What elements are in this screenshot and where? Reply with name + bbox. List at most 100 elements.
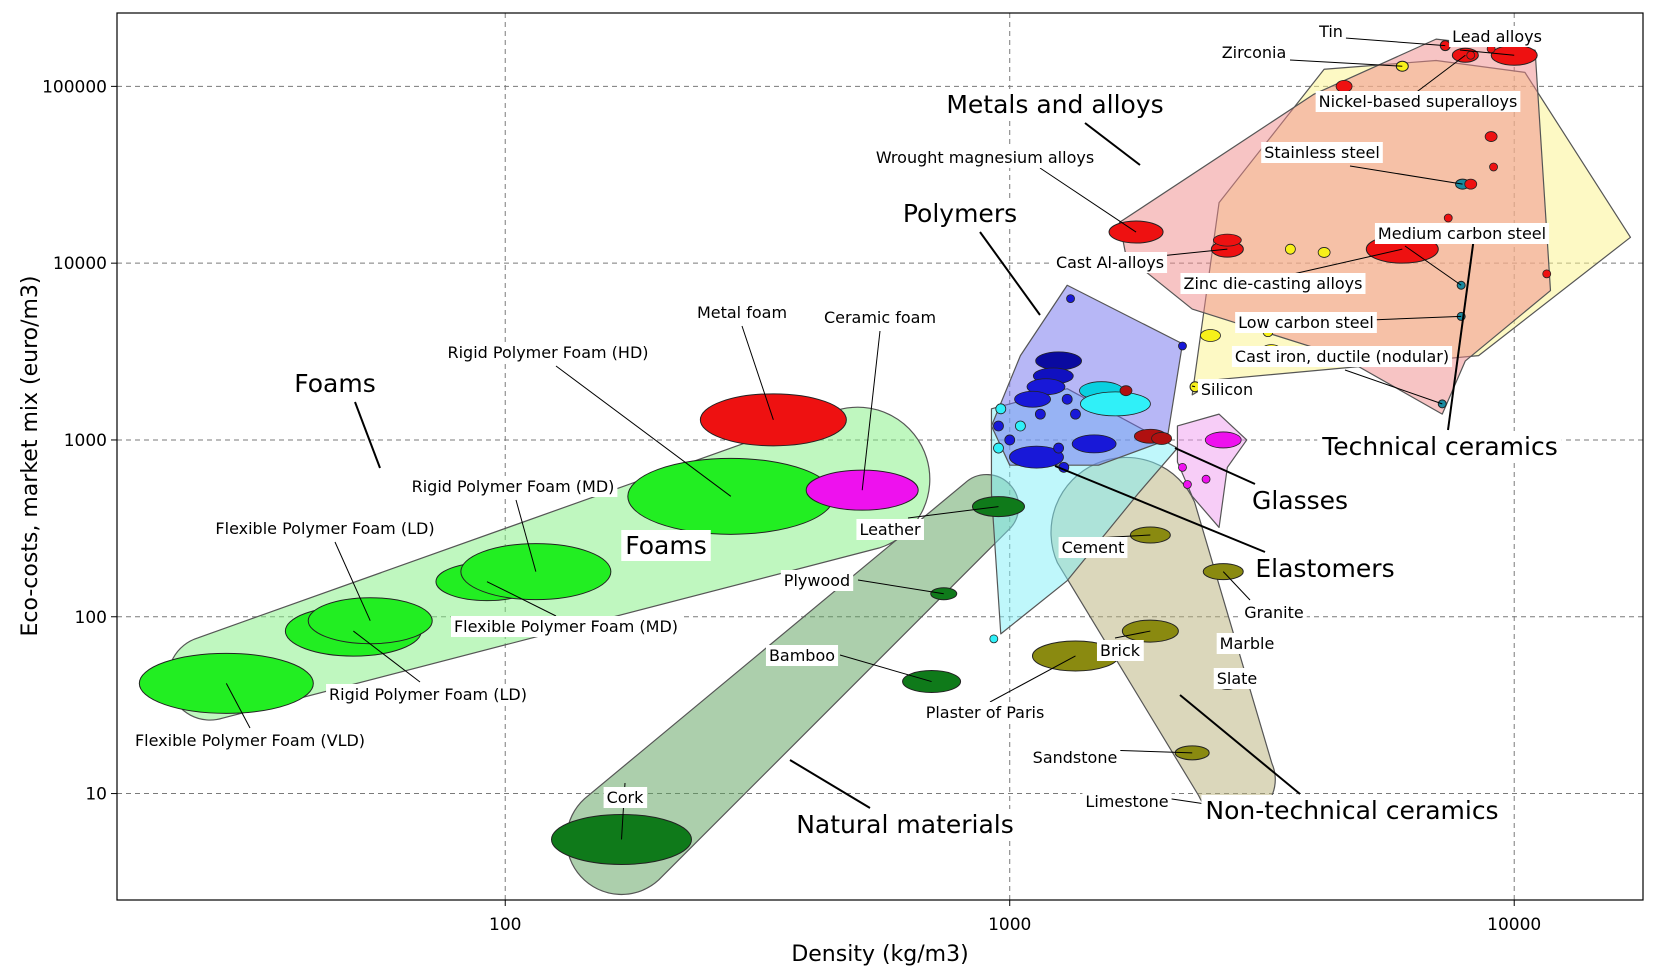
label-leaders — [225, 37, 1515, 840]
minor-material-dot — [1489, 162, 1498, 172]
y-tick-label: 10000 — [53, 254, 107, 274]
minor-material-dots — [989, 44, 1552, 644]
label-background — [1261, 142, 1383, 163]
label-leader-line — [741, 325, 774, 420]
label-background — [450, 616, 682, 637]
minor-material-dot — [1061, 393, 1073, 405]
minor-material-dot — [1542, 269, 1552, 279]
label-background — [290, 368, 380, 399]
y-tick-label: 100 — [75, 608, 107, 628]
family-label-glasses: Glasses — [1252, 486, 1348, 515]
minor-material-dot — [989, 634, 999, 644]
label-background — [1216, 633, 1278, 654]
minor-material-dot — [995, 403, 1007, 415]
label-leader-line — [334, 541, 371, 621]
y-tick-label: 10 — [85, 785, 107, 805]
material-label-nickel-based-superalloys: Nickel-based superalloys — [1319, 92, 1518, 111]
minor-material-dot — [1014, 390, 1051, 408]
minor-material-dot — [1178, 462, 1187, 472]
label-leader-line — [1404, 245, 1462, 286]
minor-material-dot — [993, 442, 1004, 454]
minor-material-dot — [1317, 247, 1331, 258]
label-leader-line — [1191, 385, 1196, 388]
label-background — [820, 307, 940, 328]
minor-material-dot — [1466, 50, 1476, 60]
label-leader-line — [225, 683, 251, 729]
material-label-metal-foam: Metal foam — [697, 303, 787, 322]
minor-material-dot — [1151, 432, 1172, 445]
minor-material-dot — [1004, 434, 1016, 446]
family-label-foams: Foams — [625, 531, 706, 560]
label-leader-line — [1222, 571, 1251, 601]
material-label-plywood: Plywood — [784, 571, 850, 590]
label-background — [1218, 42, 1290, 63]
label-background — [621, 530, 711, 561]
material-label-leather: Leather — [859, 520, 921, 539]
material-label-flexible-polymer-foam-vld: Flexible Polymer Foam (VLD) — [135, 731, 365, 750]
material-label-cast-al-alloys: Cast Al-alloys — [1056, 253, 1164, 272]
label-leader-line — [1179, 694, 1301, 795]
material-label-zirconia: Zirconia — [1222, 43, 1287, 62]
minor-material-dot — [1035, 351, 1083, 371]
minor-material-dot — [1071, 434, 1117, 454]
label-leader-line — [1279, 248, 1403, 278]
minor-material-dot — [1178, 341, 1187, 351]
label-leader-line — [555, 365, 732, 497]
label-background — [1374, 223, 1550, 244]
label-leader-line — [1039, 167, 1137, 233]
family-label-foams: Foams — [294, 369, 375, 398]
minor-material-dot — [1212, 233, 1242, 247]
minor-material-dot — [1119, 385, 1133, 397]
label-background — [603, 787, 648, 808]
material-label-cast-iron-ductile-nodular: Cast iron, ductile (nodular) — [1235, 347, 1449, 366]
material-label-stainless-steel: Stainless steel — [1264, 143, 1380, 162]
label-leader-line — [979, 231, 1041, 316]
label-background — [792, 809, 1018, 840]
minor-material-dot — [993, 420, 1004, 432]
material-label-rigid-polymer-foam-ld: Rigid Polymer Foam (LD) — [329, 685, 527, 704]
minor-material-dot — [1066, 294, 1075, 304]
label-background — [898, 198, 1022, 229]
label-leader-line — [989, 655, 1076, 703]
family-envelope-metals-and-alloys — [1118, 38, 1552, 415]
label-leader-line — [1459, 49, 1515, 56]
label-background — [765, 645, 839, 666]
y-tick-label: 100000 — [42, 77, 107, 97]
label-background — [942, 89, 1168, 120]
x-axis-title: Density (kg/m3) — [791, 942, 968, 967]
label-background — [1235, 312, 1377, 333]
material-label-rigid-polymer-foam-hd: Rigid Polymer Foam (HD) — [447, 343, 648, 362]
bubble-leather — [971, 496, 1025, 518]
label-background — [1052, 252, 1168, 273]
material-label-granite: Granite — [1244, 603, 1303, 622]
label-background — [1315, 21, 1346, 42]
material-label-rigid-polymer-foam-md: Rigid Polymer Foam (MD) — [412, 477, 615, 496]
x-tick-label: 1000 — [988, 915, 1031, 935]
minor-material-dot — [1182, 480, 1192, 489]
label-background — [444, 342, 652, 363]
label-background — [1082, 791, 1172, 812]
label-leader-line — [1344, 369, 1443, 405]
label-background — [872, 147, 1098, 168]
material-label-flexible-polymer-foam-ld: Flexible Polymer Foam (LD) — [215, 519, 434, 538]
material-label-limestone: Limestone — [1085, 792, 1168, 811]
minor-material-dot — [1034, 408, 1046, 420]
material-label-ceramic-foam: Ceramic foam — [824, 308, 936, 327]
material-label-cork: Cork — [607, 788, 645, 807]
label-background — [131, 730, 369, 751]
material-label-marble: Marble — [1220, 634, 1275, 653]
family-label-non-technical-ceramics: Non-technical ceramics — [1205, 796, 1498, 825]
label-background — [1197, 379, 1257, 400]
minor-material-dot — [1464, 178, 1478, 190]
material-label-lead-alloys: Lead alloys — [1452, 27, 1542, 46]
material-label-silicon: Silicon — [1201, 380, 1253, 399]
label-leader-line — [1084, 122, 1141, 166]
family-label-polymers: Polymers — [903, 199, 1017, 228]
label-leader-line — [857, 579, 944, 595]
material-label-tin: Tin — [1318, 22, 1343, 41]
label-leader-line — [353, 630, 421, 683]
material-label-cement: Cement — [1062, 538, 1125, 557]
label-leader-line — [1289, 59, 1403, 67]
material-label-zinc-die-casting-alloys: Zinc die-casting alloys — [1184, 274, 1363, 293]
material-label-medium-carbon-steel: Medium carbon steel — [1378, 224, 1546, 243]
